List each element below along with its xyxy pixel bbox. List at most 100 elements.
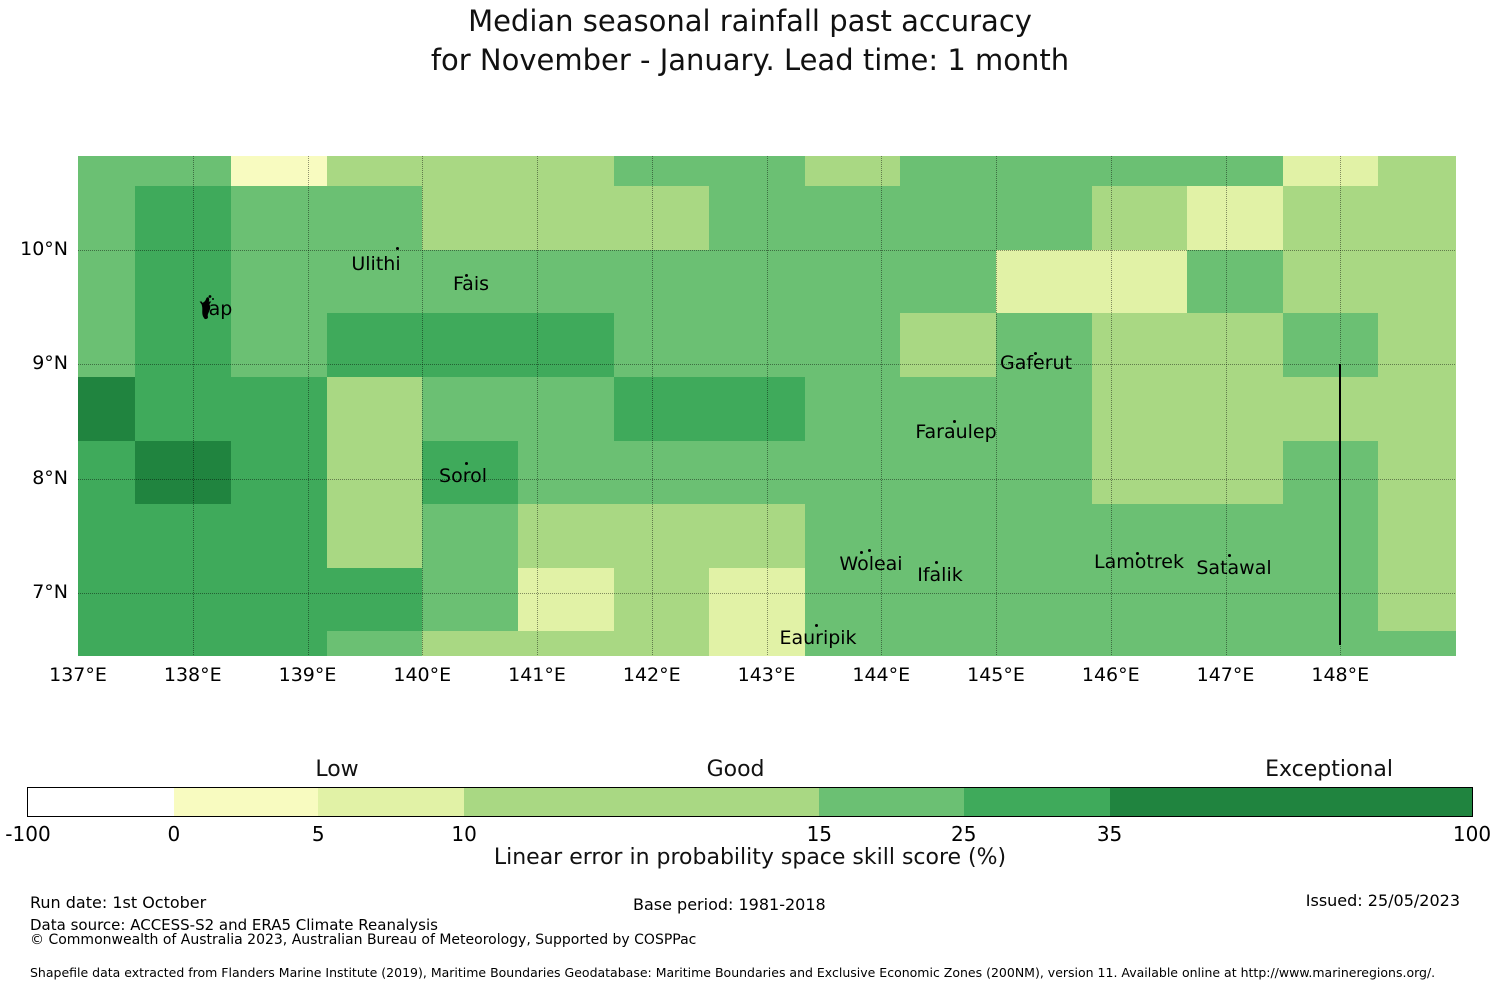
map-cell xyxy=(135,156,232,187)
map-cell xyxy=(804,440,902,505)
map-cell xyxy=(900,567,997,633)
map-cell xyxy=(1091,156,1188,187)
map-cell xyxy=(1282,631,1380,656)
map-cell xyxy=(78,249,137,315)
map-cell xyxy=(709,440,806,505)
footer-copyright: © Commonwealth of Australia 2023, Austra… xyxy=(30,932,697,948)
map-cell xyxy=(517,567,615,633)
island-label-lamotrek: Lamotrek xyxy=(1094,551,1184,573)
colorbar-segment xyxy=(819,788,964,816)
colorbar-segment xyxy=(28,788,174,816)
map-cell xyxy=(230,156,328,187)
map-cell xyxy=(326,631,423,656)
map-cell xyxy=(1187,440,1284,505)
colorbar-tick-label: 0 xyxy=(167,822,181,846)
map-cell xyxy=(1187,567,1284,633)
island-marker-dot xyxy=(465,274,468,277)
map-cell xyxy=(517,156,615,187)
map-cell xyxy=(422,377,519,442)
colorbar-tick-label: 15 xyxy=(806,822,833,846)
map-cell xyxy=(613,631,710,656)
footer-issued-date: Issued: 25/05/2023 xyxy=(1305,891,1460,910)
y-axis-tick-label: 10°N xyxy=(20,237,68,260)
colorbar-axis-label: Linear error in probability space skill … xyxy=(493,845,1007,870)
map-cell xyxy=(996,249,1093,315)
x-axis-tick-label: 142°E xyxy=(622,664,681,686)
map-cell xyxy=(78,504,137,569)
map-cell xyxy=(422,567,519,633)
map-gridline-vertical xyxy=(766,156,768,655)
map-cell xyxy=(230,567,328,633)
map-cell xyxy=(135,249,232,315)
map-cell xyxy=(613,504,710,569)
colorbar-tick-label: 25 xyxy=(950,822,977,846)
map-cell xyxy=(326,377,423,442)
island-marker-dot xyxy=(396,247,399,250)
map-cell xyxy=(1091,440,1188,505)
map-cell xyxy=(804,567,902,633)
map-cell xyxy=(517,186,615,251)
island-label-gaferut: Gaferut xyxy=(999,352,1073,374)
map-cell xyxy=(422,249,519,315)
map-cell xyxy=(422,440,519,505)
map-cell xyxy=(709,186,806,251)
map-cell xyxy=(1187,186,1284,251)
map-cell xyxy=(709,567,806,633)
colorbar-tick-label: -100 xyxy=(5,822,51,846)
island-label-ifalik: Ifalik xyxy=(917,564,963,586)
x-axis-tick-label: 138°E xyxy=(163,664,222,686)
map-cell xyxy=(613,567,710,633)
y-axis-tick-label: 8°N xyxy=(32,466,68,489)
map-cell xyxy=(517,504,615,569)
footer-base-period: Base period: 1981-2018 xyxy=(633,895,826,914)
map-cell xyxy=(900,156,997,187)
map-cell xyxy=(517,631,615,656)
x-axis-tick-label: 145°E xyxy=(967,664,1025,686)
map-cell xyxy=(135,186,232,251)
colorbar-category-label-exceptional: Exceptional xyxy=(1265,757,1393,782)
island-label-sorol: Sorol xyxy=(439,465,487,487)
map-cell xyxy=(1091,504,1188,569)
map-cell xyxy=(326,313,423,378)
map-cell xyxy=(996,156,1093,187)
map-gridline-horizontal xyxy=(78,478,1455,480)
map-cell xyxy=(1282,186,1380,251)
map-cell xyxy=(1091,249,1188,315)
map-cell xyxy=(326,440,423,505)
map-cell xyxy=(613,156,710,187)
island-marker-dot xyxy=(465,462,468,465)
map-cell xyxy=(1187,504,1284,569)
map-cell xyxy=(1378,186,1456,251)
map-cell xyxy=(1378,377,1456,442)
map-cell xyxy=(1282,313,1380,378)
map-cell xyxy=(1378,567,1456,633)
island-marker-dot xyxy=(1034,352,1037,355)
map-cell xyxy=(78,440,137,505)
island-marker-dot xyxy=(860,551,863,554)
map-cell xyxy=(230,631,328,656)
chart-title: Median seasonal rainfall past accuracy f… xyxy=(0,2,1500,80)
map-cell xyxy=(1091,377,1188,442)
map-cell xyxy=(230,186,328,251)
map-cell xyxy=(230,504,328,569)
map-gridline-vertical xyxy=(1110,156,1112,655)
map-cell xyxy=(422,504,519,569)
map-cell xyxy=(78,186,137,251)
map-cell xyxy=(709,377,806,442)
map-cell xyxy=(709,631,806,656)
map-cell xyxy=(1282,377,1380,442)
map-gridline-vertical xyxy=(307,156,309,655)
map-cell xyxy=(135,631,232,656)
map-cell xyxy=(1282,156,1380,187)
map-cell xyxy=(230,249,328,315)
x-axis-tick-label: 139°E xyxy=(278,664,337,686)
colorbar-category-label-low: Low xyxy=(315,757,359,782)
map-cell xyxy=(326,249,423,315)
map-gridline-horizontal xyxy=(78,364,1455,366)
map-cell xyxy=(900,186,997,251)
map-cell xyxy=(1378,504,1456,569)
colorbar-tick-label: 35 xyxy=(1096,822,1123,846)
y-axis-tick-label: 7°N xyxy=(32,581,68,604)
map-cell xyxy=(804,249,902,315)
map-gridline-vertical xyxy=(192,156,194,655)
